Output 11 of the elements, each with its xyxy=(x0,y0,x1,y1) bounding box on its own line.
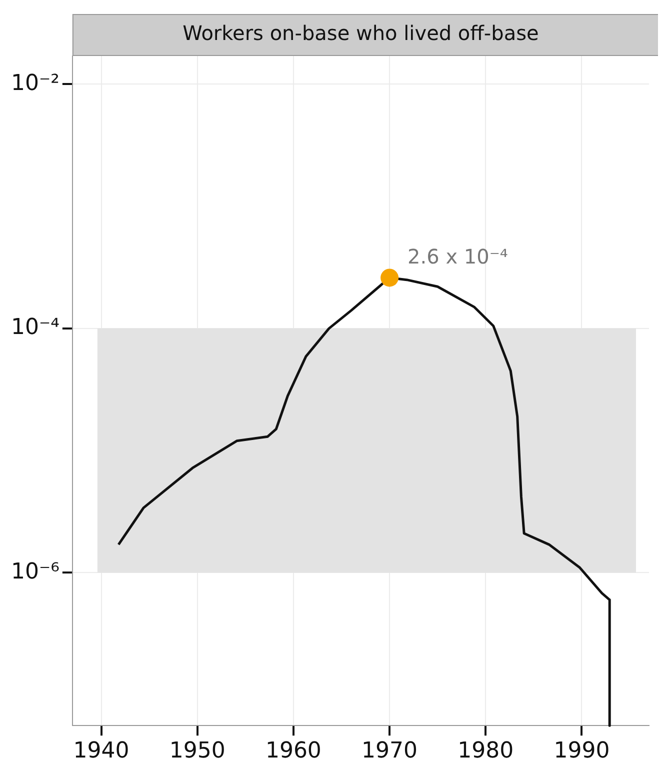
x-tick-label: 1990 xyxy=(554,738,610,764)
y-tick-label: 10⁻² xyxy=(10,70,60,96)
x-tick-label: 1980 xyxy=(458,738,514,764)
x-tick-label: 1960 xyxy=(265,738,322,764)
y-tick-label: 10⁻⁶ xyxy=(10,559,60,584)
chart-title: Workers on-base who lived off-base xyxy=(182,21,539,46)
x-tick-label: 1940 xyxy=(73,738,130,764)
annotation: 2.6 x 10⁻⁴ xyxy=(408,244,508,269)
x-tick-label: 1970 xyxy=(362,738,418,764)
y-tick-label: 10⁻⁴ xyxy=(10,315,60,340)
x-tick-label: 1950 xyxy=(169,738,226,764)
